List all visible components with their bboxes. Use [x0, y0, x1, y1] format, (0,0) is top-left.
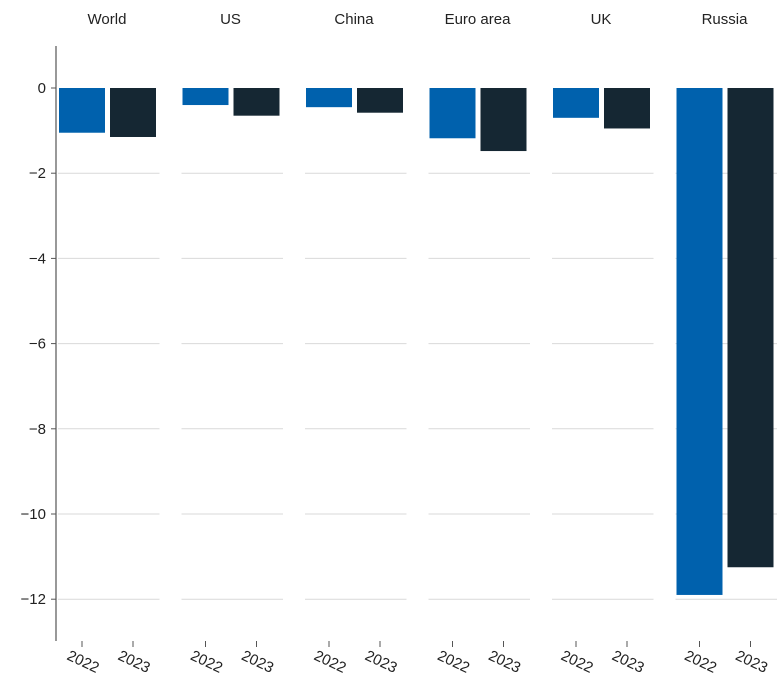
- x-tick-label: 2022: [435, 647, 472, 677]
- y-tick-label: −10: [21, 506, 46, 523]
- x-tick-label: 2022: [558, 647, 595, 677]
- y-tick-label: 0: [38, 80, 46, 97]
- x-tick-label: 2022: [682, 647, 719, 677]
- x-tick-label: 2022: [188, 647, 225, 677]
- y-axis: 0 −2 −4 −6 −8 −10 −12: [21, 46, 57, 641]
- panel-title: UK: [591, 11, 612, 28]
- bar-euro-area-2023: [480, 88, 527, 152]
- bar-china-2023: [357, 88, 403, 113]
- x-tick-label: 2023: [609, 647, 646, 677]
- bar-uk-2023: [604, 88, 650, 129]
- x-tick-label: 2022: [64, 647, 101, 677]
- x-tick-label: 2023: [115, 647, 152, 677]
- bar-russia-2023: [727, 88, 774, 568]
- bar-world-2022: [59, 88, 105, 133]
- panel-title: Russia: [702, 11, 749, 28]
- y-tick-label: −12: [21, 591, 46, 608]
- bar-world-2023: [110, 88, 156, 137]
- panel-titles: World US China Euro area UK Russia: [88, 11, 749, 28]
- panel-title: US: [220, 11, 241, 28]
- panel-title: World: [88, 11, 127, 28]
- y-tick-label: −2: [29, 165, 46, 182]
- x-tick-label: 2023: [733, 647, 770, 677]
- y-tick-label: −4: [29, 250, 46, 267]
- bar-uk-2022: [553, 88, 599, 118]
- bar-euro-area-2022: [429, 88, 476, 139]
- panel-title: China: [334, 11, 374, 28]
- panel-title: Euro area: [445, 11, 512, 28]
- bar-russia-2022: [676, 88, 723, 595]
- x-tick-label: 2022: [311, 647, 348, 677]
- bar-china-2022: [306, 88, 352, 108]
- y-tick-label: −8: [29, 421, 46, 438]
- x-tick-label: 2023: [486, 647, 523, 677]
- bar-us-2022: [182, 88, 229, 106]
- x-tick-label: 2023: [239, 647, 276, 677]
- x-tick-label: 2023: [362, 647, 399, 677]
- bar-us-2023: [233, 88, 280, 116]
- gridlines: [58, 172, 777, 600]
- y-tick-label: −6: [29, 336, 46, 353]
- bars: [59, 88, 774, 595]
- category-labels: 2022 2023 2022 2023 2022 2023 2022 2023 2022 2023…: [64, 641, 770, 677]
